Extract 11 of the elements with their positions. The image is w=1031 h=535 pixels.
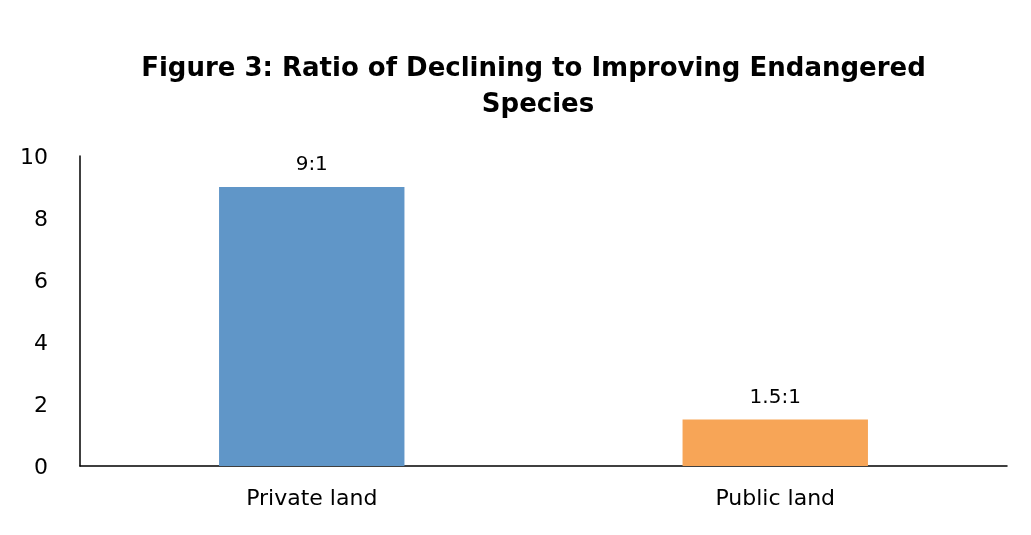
data-label: 1.5:1 bbox=[749, 383, 801, 408]
chart-title: Figure 3: Ratio of Declining to Improving Endangered Species bbox=[141, 52, 935, 118]
y-tick-label: 0 bbox=[34, 453, 48, 479]
x-tick-label: Public land bbox=[715, 484, 836, 510]
y-tick-label: 8 bbox=[34, 205, 48, 231]
data-label: 9:1 bbox=[295, 151, 328, 175]
x-tick-label: Private land bbox=[246, 484, 378, 510]
y-tick-label: 2 bbox=[34, 391, 48, 417]
y-tick-label: 10 bbox=[20, 143, 48, 169]
y-tick-label: 4 bbox=[34, 329, 48, 355]
y-tick-label: 6 bbox=[34, 267, 48, 293]
